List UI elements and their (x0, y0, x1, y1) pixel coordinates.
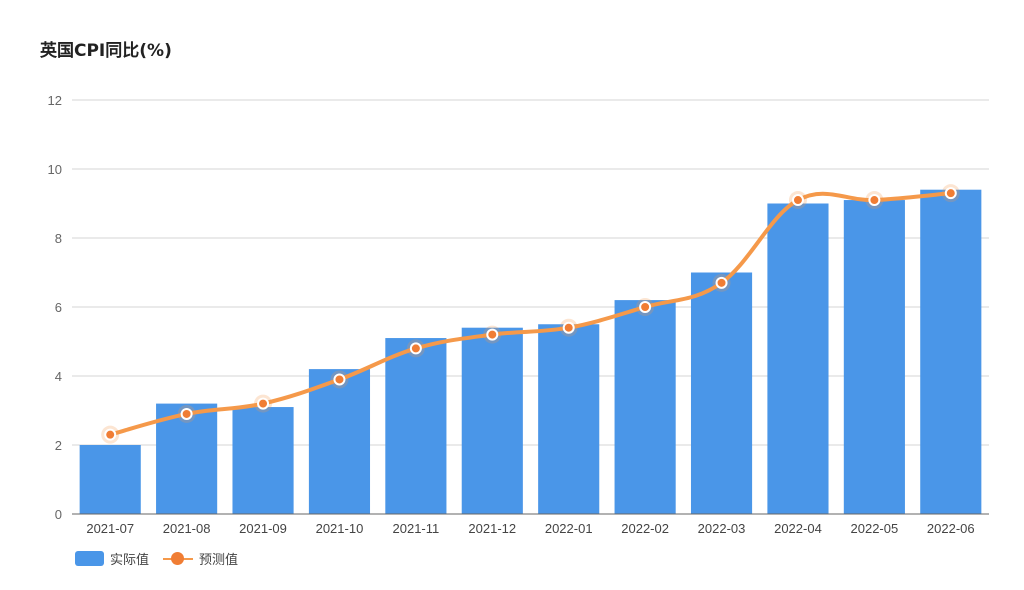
point (257, 397, 270, 410)
point (944, 187, 957, 200)
y-tick-label: 4 (55, 369, 62, 384)
x-axis: 2021-07 2021-08 2021-09 2021-10 2021-11 2021-… (72, 513, 989, 536)
legend-bar-swatch (75, 551, 104, 566)
x-tick-label: 2022-02 (621, 521, 669, 536)
bar (385, 338, 447, 514)
point (639, 301, 652, 313)
point (486, 328, 499, 341)
legend-item-line[interactable]: 预测值 (163, 549, 238, 568)
y-tick-label: 10 (48, 162, 62, 177)
point (868, 194, 881, 207)
point (791, 194, 804, 207)
x-tick-label: 2021-12 (468, 521, 516, 536)
legend-label-bars: 实际值 (110, 553, 150, 568)
bar (690, 272, 753, 514)
grid-lines (72, 99, 989, 446)
x-tick-label: 2022-06 (927, 521, 975, 536)
y-tick-label: 6 (55, 300, 62, 315)
bar (232, 407, 294, 514)
bar (614, 300, 676, 514)
legend: 实际值 预测值 (75, 549, 252, 568)
y-axis-ticks: 0 2 4 6 8 10 12 (48, 93, 62, 522)
point (409, 342, 422, 355)
x-tick-label: 2021-10 (316, 521, 364, 536)
x-tick-label: 2022-04 (774, 521, 822, 536)
point (180, 407, 193, 420)
bar (461, 327, 523, 514)
line-series (101, 184, 960, 444)
bar (156, 403, 218, 514)
x-tick-label: 2022-05 (851, 521, 899, 536)
x-tick-label: 2021-09 (239, 521, 287, 536)
x-tick-label: 2021-08 (163, 521, 211, 536)
legend-line-swatch (163, 551, 194, 566)
bar (79, 445, 141, 514)
x-tick-label: 2021-07 (86, 521, 134, 536)
bar (767, 203, 829, 514)
point (562, 321, 575, 334)
x-tick-label: 2022-03 (698, 521, 746, 536)
y-tick-label: 0 (55, 507, 62, 522)
y-tick-label: 2 (55, 438, 62, 453)
legend-label-line: 预测值 (199, 553, 239, 568)
x-tick-label: 2021-11 (393, 521, 440, 536)
bar (920, 189, 982, 514)
point (104, 428, 117, 441)
y-tick-label: 8 (55, 231, 62, 246)
bar (308, 369, 371, 514)
point (715, 276, 728, 289)
legend-item-bars[interactable]: 实际值 (75, 549, 149, 568)
bar-series (79, 189, 982, 515)
bar (843, 200, 905, 515)
x-tick-label: 2022-01 (545, 521, 593, 536)
y-tick-label: 12 (48, 93, 62, 108)
point (333, 373, 346, 386)
bar (538, 324, 600, 514)
chart-title: 英国CPI同比(%) (40, 41, 172, 61)
